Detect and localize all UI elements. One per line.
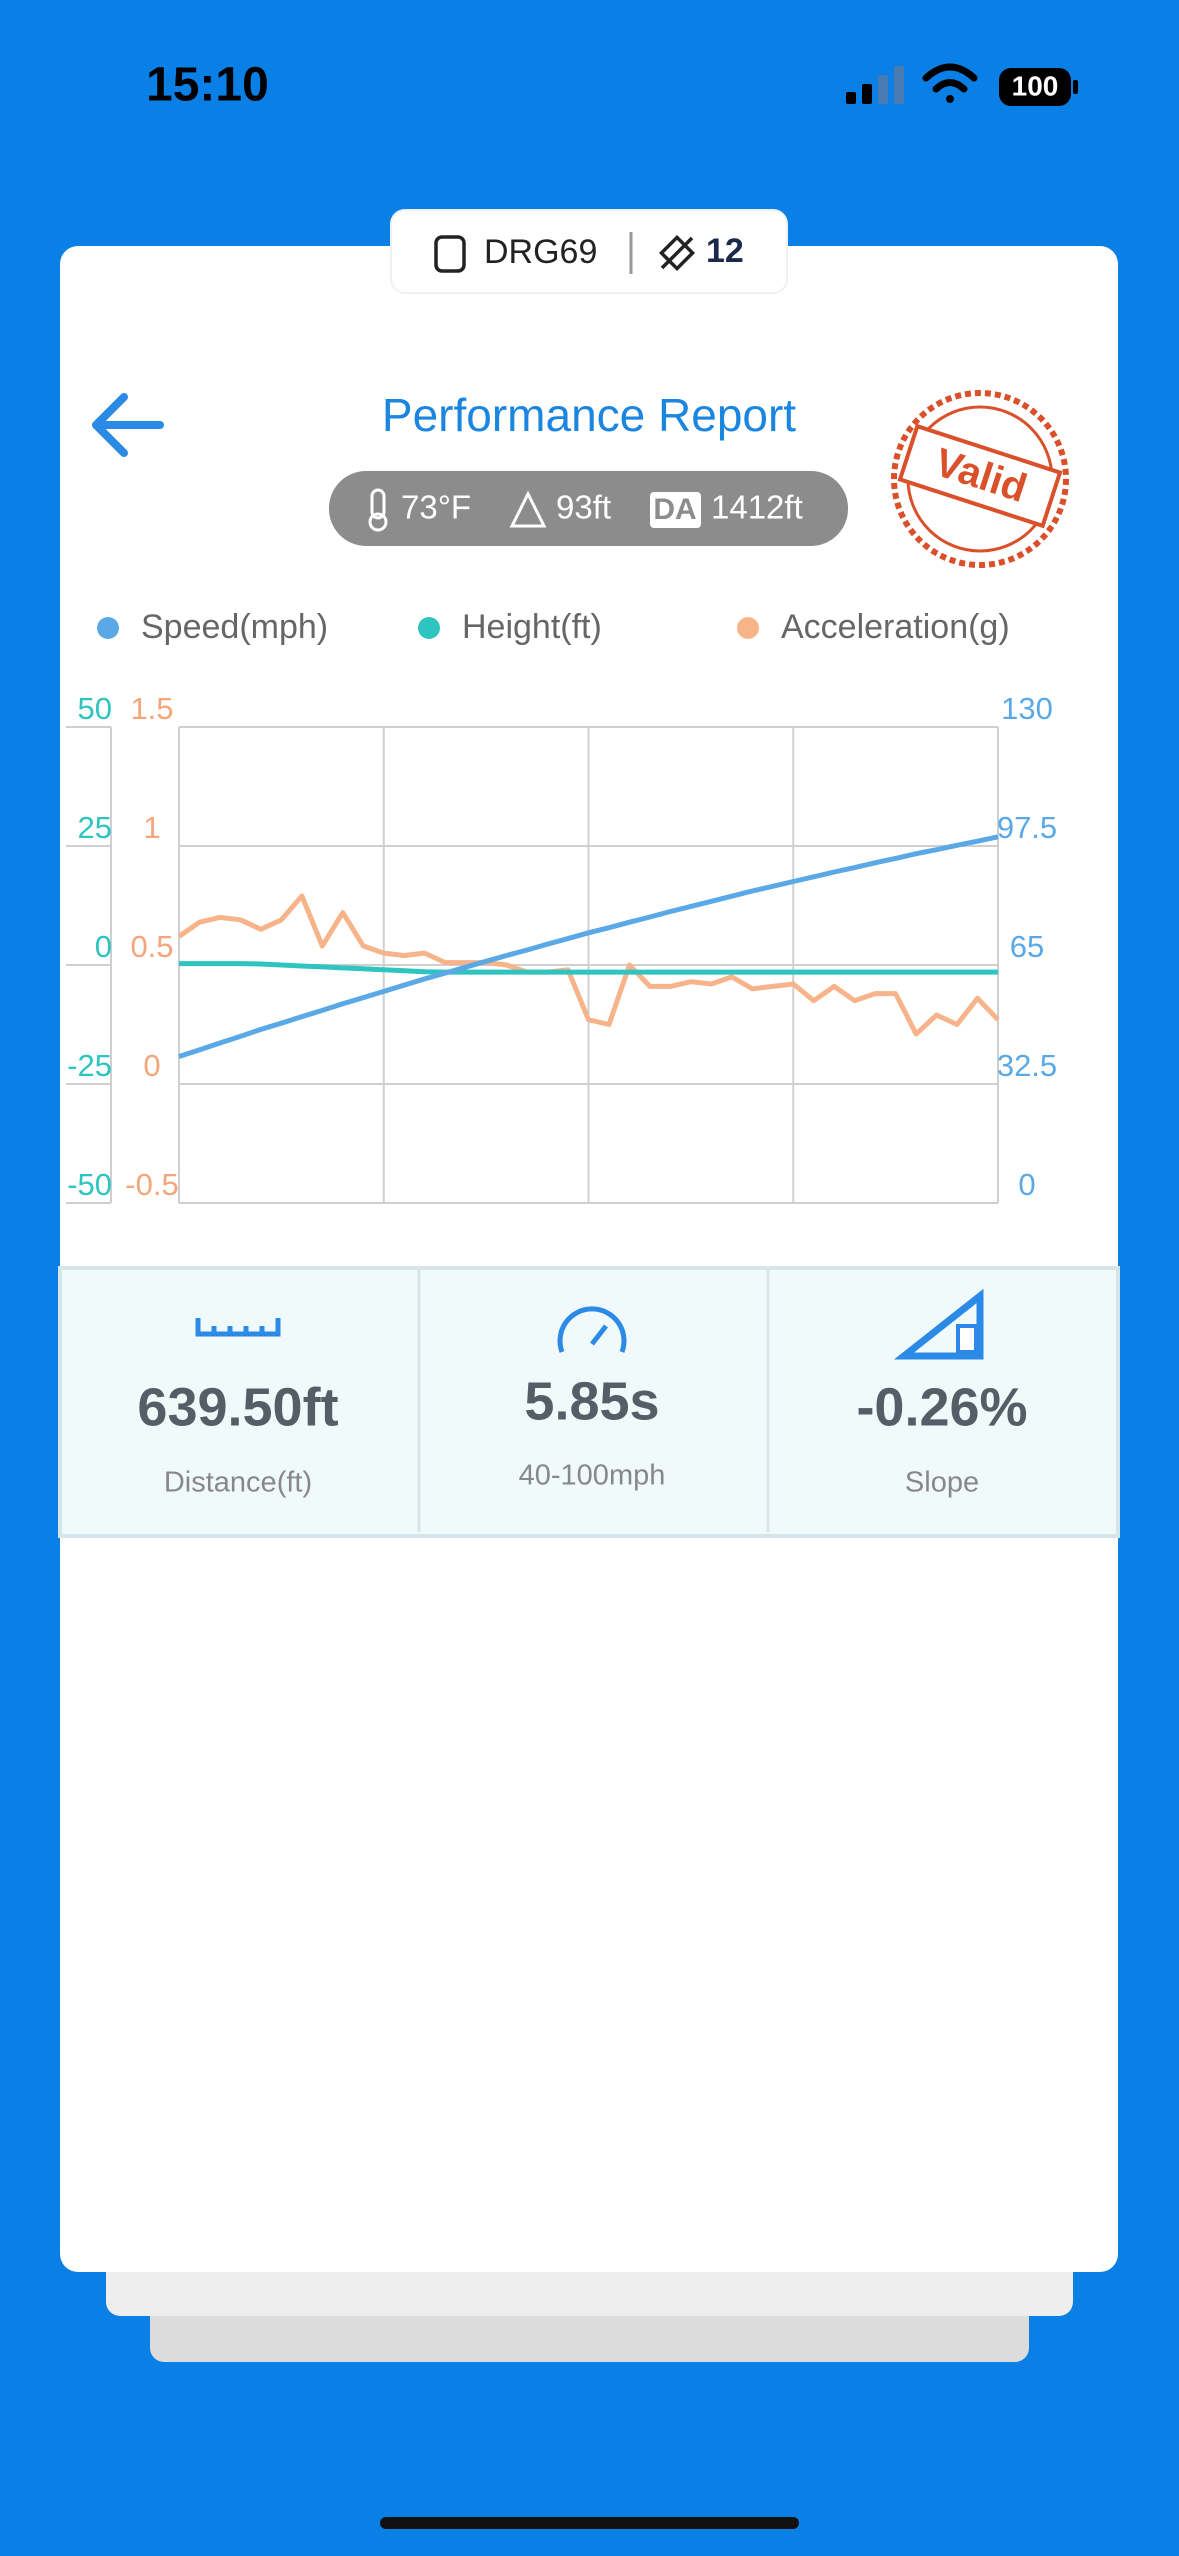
tick-label: 25 [78, 810, 112, 845]
da-badge [650, 492, 701, 528]
ruler-icon [195, 1318, 281, 1337]
legend-label: Height(ft) [462, 608, 602, 646]
legend-marker [97, 617, 119, 639]
conditions-pill [329, 471, 848, 546]
series-line [178, 834, 999, 1059]
legend-label: Acceleration(g) [781, 608, 1010, 646]
series-line [177, 893, 1000, 1037]
battery-icon [999, 68, 1071, 106]
stat-label: Slope [905, 1467, 979, 1499]
tick-label: 1 [143, 810, 160, 845]
stat-label: 40-100mph [519, 1460, 666, 1492]
tick-label: 130 [1001, 691, 1053, 726]
chart: -50 -25 0 25 50 0 32.5 65 97.5 130 -0.5 0 0.5 1 1.5 Spe… [66, 608, 1057, 1204]
back-button[interactable] [92, 393, 164, 457]
tick-label: -0.5 [125, 1167, 178, 1202]
slope-icon [893, 1288, 984, 1360]
stat-value: -0.26% [856, 1377, 1027, 1437]
tick-label: 1.5 [130, 691, 173, 726]
device-icon [434, 235, 466, 273]
density-altitude: 1412ft [711, 489, 803, 526]
page-title: Performance Report [382, 389, 796, 441]
tick-label: 0 [143, 1048, 160, 1083]
legend-marker [737, 617, 759, 639]
thermometer-icon [368, 488, 388, 532]
signal-icon [846, 66, 904, 104]
home-indicator [380, 2517, 799, 2529]
satellite-icon [658, 234, 696, 272]
tick-label: 0.5 [130, 929, 173, 964]
status-time: 15:10 [146, 59, 269, 112]
tick-label: -25 [67, 1048, 112, 1083]
stat-value: 5.85s [524, 1371, 659, 1431]
da-label: DA [653, 493, 696, 526]
tick-label: 50 [78, 691, 112, 726]
tick-label: 65 [1010, 929, 1044, 964]
battery-tip [1073, 80, 1078, 94]
device-name: DRG69 [484, 233, 597, 271]
satellite-count: 12 [706, 232, 744, 270]
legend-marker [418, 617, 440, 639]
tick-label: 0 [95, 929, 112, 964]
series-line [179, 961, 998, 975]
stat-label: Distance(ft) [164, 1467, 312, 1499]
stats-panel [58, 1266, 1120, 1538]
tick-label: 32.5 [997, 1048, 1057, 1083]
mountain-icon [509, 490, 547, 528]
tick-label: 0 [1018, 1167, 1035, 1202]
tick-label: 97.5 [997, 810, 1057, 845]
wifi-icon [922, 63, 978, 103]
gauge-icon [557, 1306, 627, 1353]
card [60, 246, 1118, 2272]
altitude: 93ft [556, 489, 611, 526]
tick-label: -50 [67, 1167, 112, 1202]
legend-label: Speed(mph) [141, 608, 328, 646]
battery-level: 100 [1012, 70, 1059, 101]
stat-value: 639.50ft [137, 1377, 338, 1437]
temperature: 73°F [401, 489, 471, 526]
device-pill[interactable] [390, 209, 788, 294]
